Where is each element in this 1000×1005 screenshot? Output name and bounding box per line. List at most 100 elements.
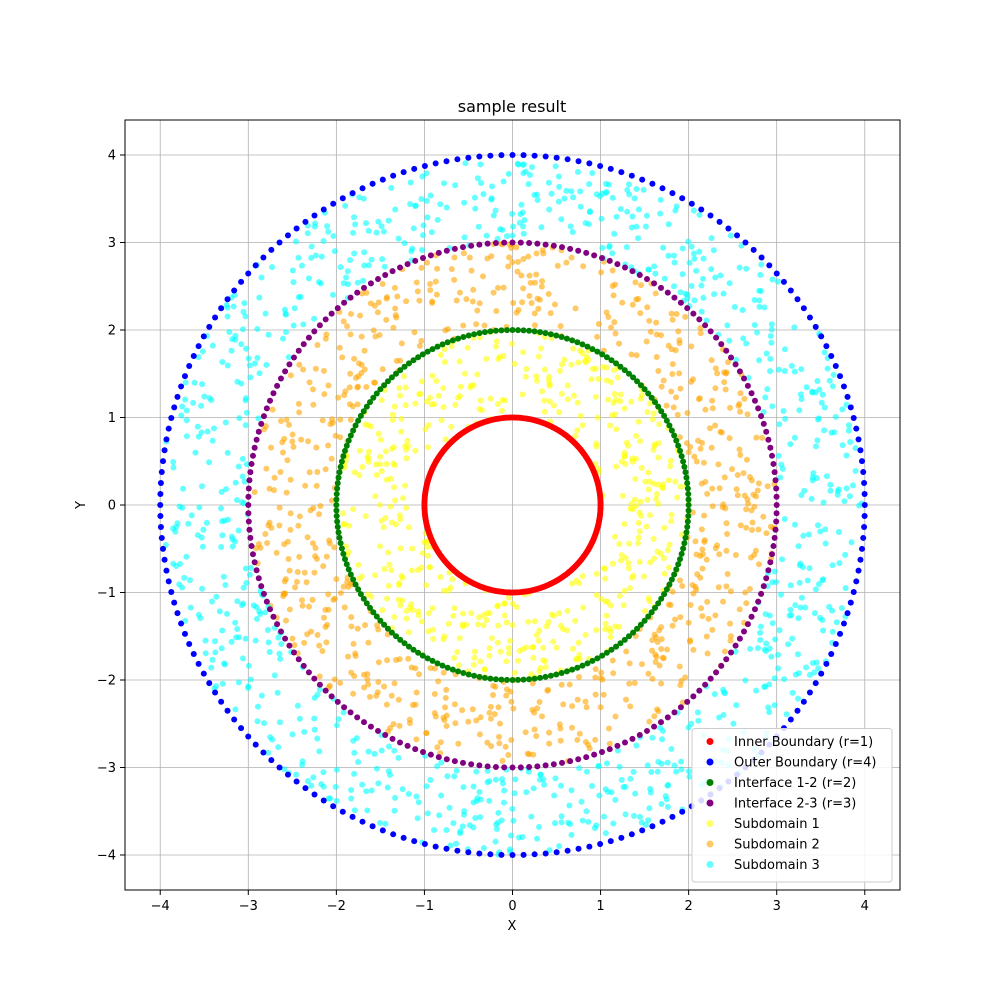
- scatter-point: [712, 545, 719, 552]
- scatter-point: [593, 822, 600, 829]
- scatter-point: [766, 709, 773, 716]
- scatter-point: [678, 766, 685, 773]
- scatter-point: [731, 303, 738, 310]
- scatter-point: [643, 727, 650, 734]
- scatter-point: [509, 805, 516, 812]
- scatter-point: [440, 587, 447, 594]
- scatter-point: [200, 526, 207, 533]
- scatter-point: [628, 398, 635, 405]
- scatter-point: [681, 463, 688, 470]
- scatter-point: [609, 657, 616, 664]
- scatter-point: [605, 181, 612, 188]
- scatter-point: [377, 453, 384, 460]
- scatter-point: [376, 501, 383, 508]
- scatter-point: [424, 214, 431, 221]
- scatter-point: [556, 610, 563, 617]
- scatter-point: [530, 785, 537, 792]
- scatter-point: [433, 378, 440, 385]
- scatter-point: [690, 207, 697, 214]
- scatter-point: [338, 458, 345, 465]
- scatter-point: [481, 329, 488, 336]
- scatter-point: [351, 214, 358, 221]
- scatter-point: [254, 615, 260, 622]
- scatter-point: [455, 394, 462, 401]
- scatter-point: [432, 278, 439, 285]
- scatter-point: [333, 797, 340, 804]
- scatter-point: [254, 718, 261, 725]
- scatter-point: [546, 398, 553, 405]
- scatter-point: [395, 696, 402, 703]
- scatter-point: [481, 674, 488, 681]
- scatter-point: [448, 423, 455, 430]
- scatter-point: [534, 705, 541, 712]
- scatter-point: [395, 235, 402, 242]
- scatter-point: [806, 314, 813, 321]
- scatter-point: [509, 152, 516, 158]
- scatter-point: [501, 600, 508, 607]
- scatter-point: [638, 464, 645, 471]
- scatter-point: [178, 383, 185, 390]
- scatter-point: [269, 264, 276, 271]
- scatter-point: [360, 595, 367, 602]
- scatter-point: [643, 523, 650, 530]
- scatter-point: [538, 224, 545, 231]
- scatter-point: [637, 621, 644, 628]
- scatter-point: [361, 684, 368, 691]
- scatter-point: [698, 282, 705, 289]
- scatter-point: [238, 341, 245, 348]
- scatter-point: [699, 546, 706, 553]
- scatter-point: [190, 399, 197, 406]
- scatter-point: [444, 664, 451, 671]
- scatter-point: [645, 390, 652, 397]
- scatter-point: [646, 718, 653, 725]
- scatter-point: [296, 361, 303, 368]
- scatter-point: [671, 432, 678, 439]
- scatter-point: [373, 229, 380, 236]
- scatter-point: [255, 415, 262, 422]
- scatter-point: [232, 619, 239, 626]
- scatter-point: [704, 598, 711, 605]
- scatter-point: [311, 675, 318, 682]
- scatter-point: [842, 551, 849, 558]
- scatter-point: [409, 545, 416, 552]
- scatter-point: [455, 740, 462, 747]
- scatter-point: [507, 832, 514, 839]
- scatter-point: [765, 567, 772, 574]
- scatter-point: [320, 367, 327, 374]
- scatter-point: [795, 615, 802, 622]
- scatter-point: [287, 510, 294, 517]
- scatter-point: [574, 168, 581, 175]
- scatter-point: [291, 305, 298, 312]
- scatter-point: [724, 571, 731, 578]
- scatter-point: [555, 198, 562, 205]
- scatter-point: [603, 364, 610, 371]
- scatter-point: [646, 598, 653, 605]
- scatter-point: [574, 696, 581, 703]
- scatter-point: [492, 240, 499, 247]
- scatter-point: [495, 622, 502, 629]
- scatter-point: [268, 524, 275, 531]
- scatter-point: [248, 564, 255, 571]
- scatter-point: [493, 825, 500, 832]
- scatter-point: [671, 571, 678, 578]
- scatter-point: [264, 626, 271, 633]
- scatter-point: [302, 218, 309, 225]
- scatter-point: [469, 298, 476, 305]
- scatter-point: [426, 564, 433, 571]
- scatter-point: [599, 255, 605, 262]
- scatter-point: [763, 530, 770, 537]
- scatter-point: [501, 612, 508, 619]
- scatter-point: [727, 404, 734, 411]
- scatter-point: [438, 417, 445, 424]
- scatter-point: [307, 507, 314, 514]
- scatter-point: [749, 519, 756, 526]
- scatter-point: [617, 391, 624, 398]
- scatter-point: [795, 670, 802, 677]
- scatter-point: [246, 477, 253, 484]
- scatter-point: [523, 789, 530, 796]
- scatter-point: [320, 797, 327, 804]
- scatter-point: [533, 632, 540, 639]
- scatter-point: [374, 309, 381, 316]
- scatter-point: [685, 768, 692, 775]
- scatter-point: [567, 758, 574, 765]
